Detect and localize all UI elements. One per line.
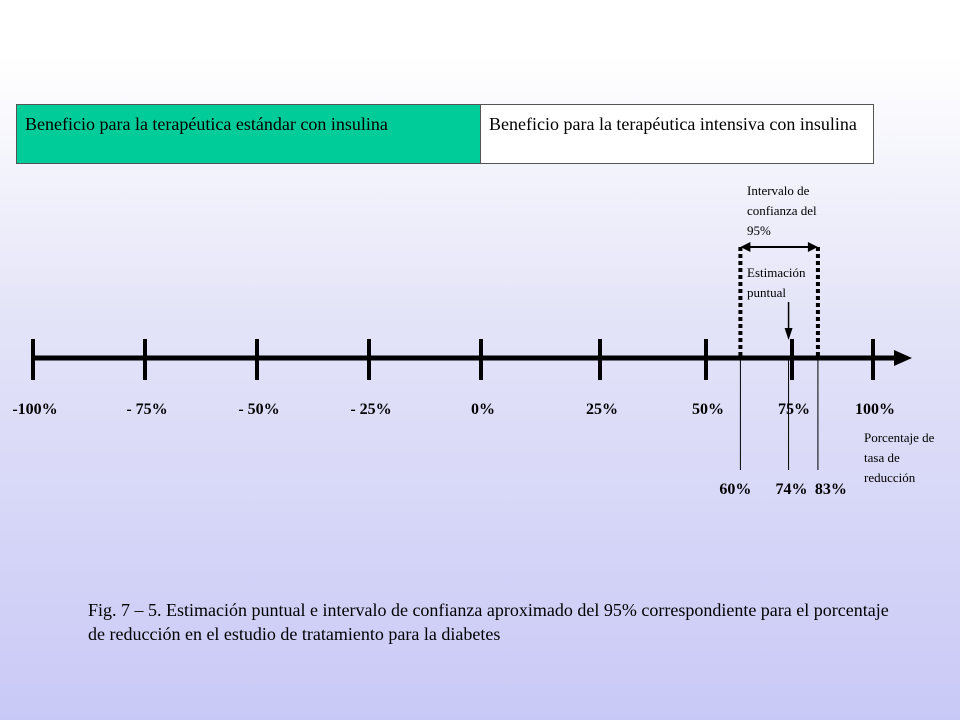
- axis-tick-label: 100%: [855, 401, 895, 418]
- axis-tick-label: 25%: [586, 401, 618, 418]
- confidence-interval-marks: [738, 242, 820, 470]
- axis-tick-label: - 75%: [126, 401, 168, 418]
- point-estimate-value-label: 74%: [775, 481, 808, 498]
- ci-right-arrowhead: [807, 242, 818, 252]
- figure-caption: Fig. 7 – 5. Estimación puntual e interva…: [88, 600, 889, 644]
- intensive-therapy-label: Beneficio para la terapéutica intensiva …: [489, 114, 857, 134]
- axis-tick-label: 75%: [778, 401, 810, 418]
- ci-label: Intervalo de confianza del 95%: [747, 183, 817, 238]
- point-estimate-arrowhead: [784, 328, 793, 340]
- ci-upper-value-label: 83%: [814, 481, 847, 498]
- axis-tick-label: 0%: [471, 401, 495, 418]
- axis-arrowhead: [894, 350, 912, 366]
- axis-ticks: [31, 339, 875, 380]
- standard-therapy-label: Beneficio para la terapéutica estándar c…: [25, 114, 388, 134]
- axis-tick-label: -100%: [12, 401, 58, 418]
- intensive-therapy-box: Beneficio para la terapéutica intensiva …: [480, 104, 874, 164]
- standard-therapy-box: Beneficio para la terapéutica estándar c…: [16, 104, 481, 164]
- ci-lower-value-label: 60%: [719, 481, 752, 498]
- point-estimate-label: Estimación puntual: [747, 265, 806, 300]
- axis-tick-label: - 25%: [350, 401, 392, 418]
- ci-left-arrowhead: [740, 242, 751, 252]
- axis-tick-label: - 50%: [238, 401, 280, 418]
- axis-unit-label: Porcentaje de tasa de reducción: [864, 430, 935, 485]
- axis-tick-label: 50%: [692, 401, 724, 418]
